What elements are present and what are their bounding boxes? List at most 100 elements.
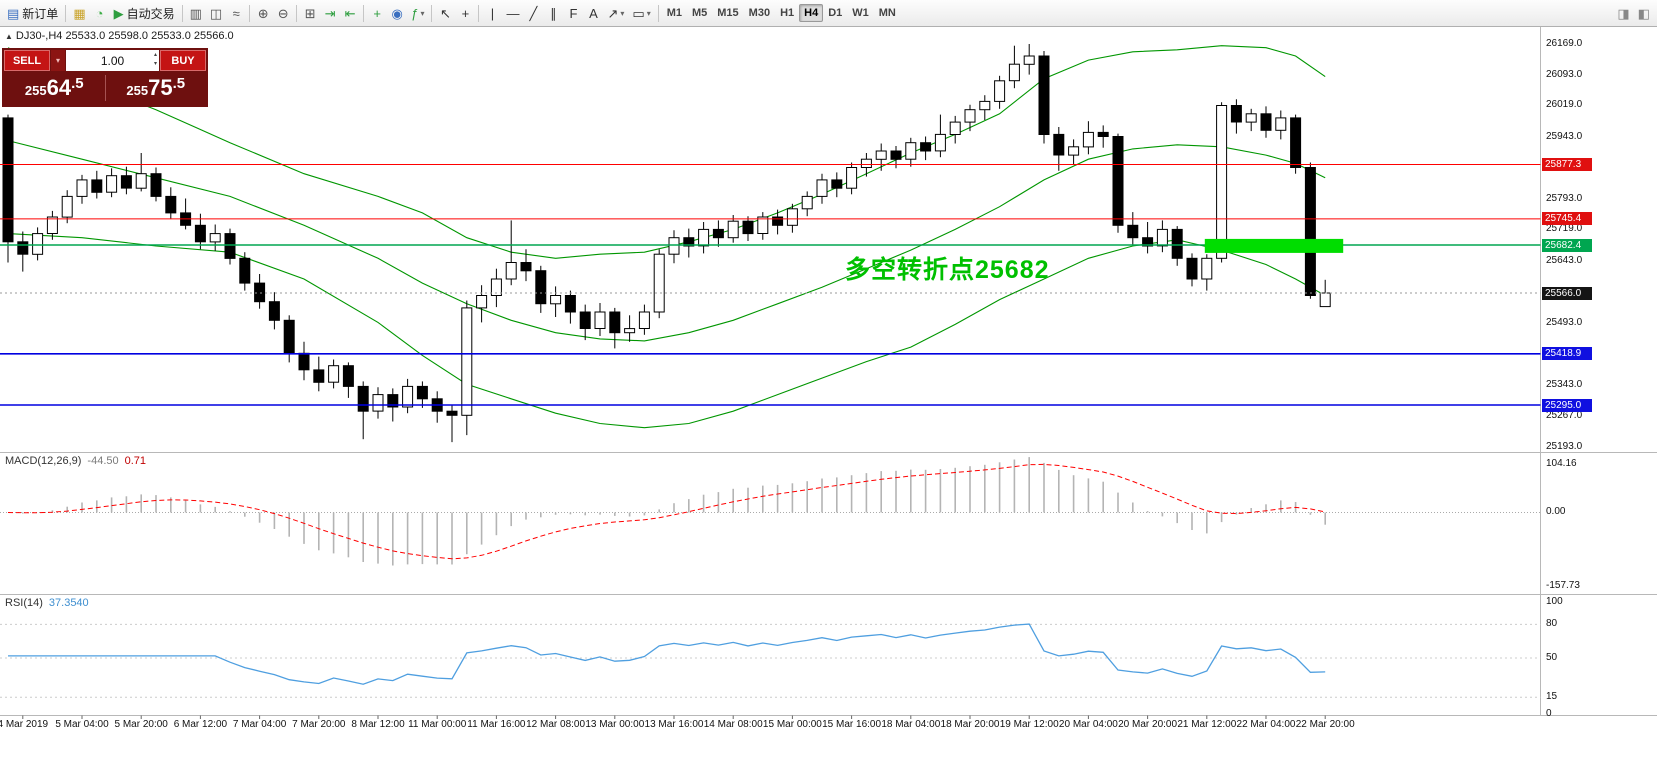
timeframe-m5-button-label: M5	[691, 7, 708, 19]
timeframe-m15-button-label: M15	[717, 7, 739, 19]
time-axis[interactable]: 4 Mar 2019 5 Mar 04:00 5 Mar 20:00 6 Mar 12…	[0, 717, 1560, 733]
price-axis[interactable]: 26169.026093.026019.025943.025867.025793…	[1541, 27, 1657, 737]
time-label: 15 Mar 16:00	[822, 719, 882, 730]
time-label: 11 Mar 00:00	[408, 719, 467, 730]
zoom-out-icon: ⊖	[277, 5, 289, 21]
auto-trading-button[interactable]: ▶ 自动交易	[110, 3, 179, 23]
text-icon[interactable]: A	[583, 3, 603, 23]
zoom-in-icon[interactable]: ⊕	[253, 3, 273, 23]
timeframe-d1-button-label: D1	[828, 7, 843, 19]
toolbar-separator	[657, 4, 659, 22]
axis-label: 25793.0	[1546, 192, 1583, 204]
trendline-icon[interactable]: ╱	[523, 3, 543, 23]
price-badge: 25682.4	[1542, 238, 1592, 252]
chart-shift-icon: ⇤	[344, 5, 356, 21]
buy-price[interactable]: 25575.5	[126, 75, 186, 100]
crosshair-icon: +	[461, 5, 470, 21]
chart-annotation-text: 多空转折点25682	[845, 256, 1050, 284]
axis-label: 26169.0	[1546, 37, 1583, 49]
timeframe-m1-button-label: M1	[666, 7, 682, 19]
lot-size-input[interactable]: 1.00 ▴ ▾	[66, 50, 159, 71]
trade-options-dropdown[interactable]: ▾	[51, 50, 65, 71]
timeframe-m30-button[interactable]: M30	[744, 4, 775, 22]
timeframe-mn-button-label: MN	[878, 7, 896, 19]
timeframe-m15-button[interactable]: M15	[712, 4, 743, 22]
fibonacci-icon: F	[569, 5, 578, 21]
chart-shift-icon[interactable]: ⇤	[340, 3, 360, 23]
sell-price[interactable]: 25564.5	[24, 75, 84, 100]
axis-label: 25343.0	[1546, 378, 1583, 390]
trade-panel-prices: 25564.5 25575.5	[4, 71, 206, 105]
channel-icon[interactable]: ∥	[543, 3, 563, 23]
line-chart-icon[interactable]: ≈	[226, 3, 246, 23]
axis-label: 100	[1546, 595, 1563, 607]
vertical-line-icon[interactable]: |	[482, 3, 502, 23]
indicators-icon[interactable]: ƒ ▾	[407, 3, 428, 23]
profiles-icon: ▦	[73, 5, 86, 21]
auto-scroll-icon[interactable]: ⇥	[320, 3, 340, 23]
shapes-icon[interactable]: ▭ ▾	[628, 3, 654, 23]
time-label: 8 Mar 12:00	[351, 719, 405, 730]
axis-label: 25193.0	[1546, 440, 1583, 452]
profiles-icon[interactable]: ▦	[69, 3, 89, 23]
navigator-panel-icon: ◨	[1617, 5, 1630, 21]
cursor-icon[interactable]: ↖	[435, 3, 455, 23]
chart-canvas[interactable]	[0, 27, 1657, 774]
symbols-icon[interactable]: ◉	[387, 3, 407, 23]
timeframe-h4-button[interactable]: H4	[799, 4, 824, 22]
tile-windows-icon[interactable]: ⊞	[300, 3, 320, 23]
text-icon: A	[589, 5, 598, 21]
rsi-label: RSI(14) 37.3540	[5, 597, 89, 609]
navigator-panel-icon[interactable]: ◨	[1613, 3, 1633, 23]
time-label: 5 Mar 04:00	[55, 719, 109, 730]
tile-windows-icon: ⊞	[304, 5, 316, 21]
candlestick-chart-icon[interactable]: ◫	[206, 3, 226, 23]
axis-label: 25943.0	[1546, 130, 1583, 142]
axis-label: 0	[1546, 707, 1552, 719]
time-label: 15 Mar 00:00	[762, 719, 822, 730]
timeframe-h4-button-label: H4	[804, 7, 819, 19]
time-label: 7 Mar 20:00	[292, 719, 346, 730]
timeframe-w1-button[interactable]: W1	[847, 4, 874, 22]
lot-stepper[interactable]: ▴ ▾	[154, 51, 157, 69]
time-label: 14 Mar 08:00	[703, 719, 763, 730]
new-chart-icon[interactable]: +	[367, 3, 387, 23]
cursor-icon: ↖	[440, 5, 451, 21]
timeframe-m1-button[interactable]: M1	[662, 4, 687, 22]
axis-label: 25493.0	[1546, 316, 1583, 328]
horizontal-line-icon[interactable]: —	[502, 3, 523, 23]
new-order-button[interactable]: ▤ 新订单	[3, 3, 62, 23]
stepper-down-icon[interactable]: ▾	[153, 61, 157, 67]
new-order-icon: ▤	[7, 5, 20, 21]
terminal-panel-icon[interactable]: ◧	[1634, 3, 1654, 23]
toolbar-separator	[181, 4, 183, 22]
stepper-up-icon[interactable]: ▴	[153, 52, 157, 58]
time-label: 12 Mar 08:00	[526, 719, 586, 730]
arrow-tools-icon[interactable]: ↗ ▾	[603, 3, 628, 23]
macd-label: MACD(12,26,9) -44.50 0.71	[5, 455, 146, 467]
sell-button[interactable]: SELL	[4, 50, 50, 71]
candlestick-chart-icon: ◫	[209, 5, 223, 21]
time-label: 18 Mar 20:00	[940, 719, 1000, 730]
axis-label: 50	[1546, 651, 1558, 663]
shapes-icon: ▭	[632, 5, 645, 21]
timeframe-m5-button[interactable]: M5	[687, 4, 712, 22]
time-label: 13 Mar 00:00	[585, 719, 645, 730]
zoom-out-icon[interactable]: ⊖	[273, 3, 293, 23]
arrow-tools-icon: ↗	[607, 5, 619, 21]
toolbar-separator	[296, 4, 298, 22]
symbol-marker-icon: ▲	[5, 32, 13, 41]
bar-chart-icon[interactable]: ▥	[186, 3, 206, 23]
time-label: 21 Mar 12:00	[1177, 719, 1237, 730]
buy-button[interactable]: BUY	[160, 50, 206, 71]
main-toolbar: ▤ 新订单 ▦ ◔ ▶ 自动交易 ▥ ◫ ≈ ⊕ ⊖ ⊞ ⇥ ⇤ + ◉ ƒ ▾ ↖ + | — ╱ ∥ F A ↗ ▾ ▭ ▾ M1 M5 M…	[0, 0, 1657, 27]
fibonacci-icon[interactable]: F	[563, 3, 583, 23]
data-window-icon[interactable]: ◔	[90, 3, 110, 23]
timeframe-d1-button[interactable]: D1	[823, 4, 847, 22]
timeframe-h1-button[interactable]: H1	[775, 4, 799, 22]
timeframe-mn-button[interactable]: MN	[874, 4, 901, 22]
crosshair-icon[interactable]: +	[455, 3, 475, 23]
ohlc-text: DJ30-,H4 25533.0 25598.0 25533.0 25566.0	[15, 30, 234, 42]
time-label: 22 Mar 20:00	[1295, 719, 1355, 730]
